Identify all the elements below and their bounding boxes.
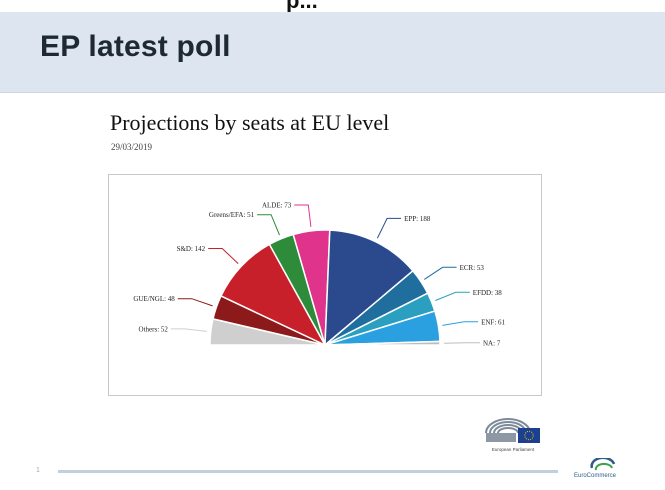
slice-label: EFDD: 38 — [473, 289, 502, 297]
slide-header: EP latest poll — [0, 12, 665, 93]
seat-slice-na — [324, 340, 441, 346]
leader-line-8 — [442, 321, 479, 326]
ep-logo-caption: European Parliament — [492, 447, 535, 452]
seat-slice-s-d — [219, 243, 327, 347]
seat-projection-chart: Others: 52 GUE/NGL: 48 S&D: 142 Greens/EFA:… — [133, 202, 505, 348]
slice-label: GUE/NGL: 48 — [133, 295, 175, 303]
footer-bar — [58, 470, 558, 473]
eurocommerce-logo: EuroCommerce — [574, 458, 634, 488]
leader-line-7 — [435, 291, 470, 301]
slice-label: S&D: 142 — [177, 245, 206, 253]
slice-label: Others: 52 — [139, 325, 169, 333]
slice-label: Greens/EFA: 51 — [209, 211, 255, 219]
seat-slice-epp — [324, 229, 414, 347]
slice-label: ENF: 61 — [481, 318, 505, 326]
top-title-fragment-text: p..." — [286, 0, 328, 12]
leader-line-6 — [424, 266, 457, 280]
leader-line-0 — [170, 328, 207, 332]
leader-line-2 — [208, 248, 239, 264]
eurocommerce-text: EuroCommerce — [574, 473, 617, 479]
european-parliament-logo: European Parliament — [485, 418, 540, 452]
eurocommerce-emblem-icon — [590, 458, 616, 471]
leader-line-3 — [257, 214, 280, 236]
slice-label: NA: 7 — [483, 339, 501, 347]
chart-heading: Projections by seats at EU level — [110, 110, 390, 135]
chart-date: 29/03/2019 — [111, 142, 153, 152]
slice-label: ALDE: 73 — [262, 202, 292, 210]
leader-line-1 — [177, 298, 213, 307]
slice-label: EPP: 188 — [404, 215, 431, 223]
leader-line-5 — [376, 217, 402, 239]
top-title-fragment: p..." — [0, 0, 665, 12]
page-title: EP latest poll — [40, 30, 231, 63]
leader-line-4 — [294, 204, 312, 227]
page-number: 1 — [36, 467, 40, 474]
slice-label: ECR: 53 — [460, 264, 485, 272]
chart-frame: Others: 52 GUE/NGL: 48 S&D: 142 Greens/EFA:… — [108, 174, 542, 396]
